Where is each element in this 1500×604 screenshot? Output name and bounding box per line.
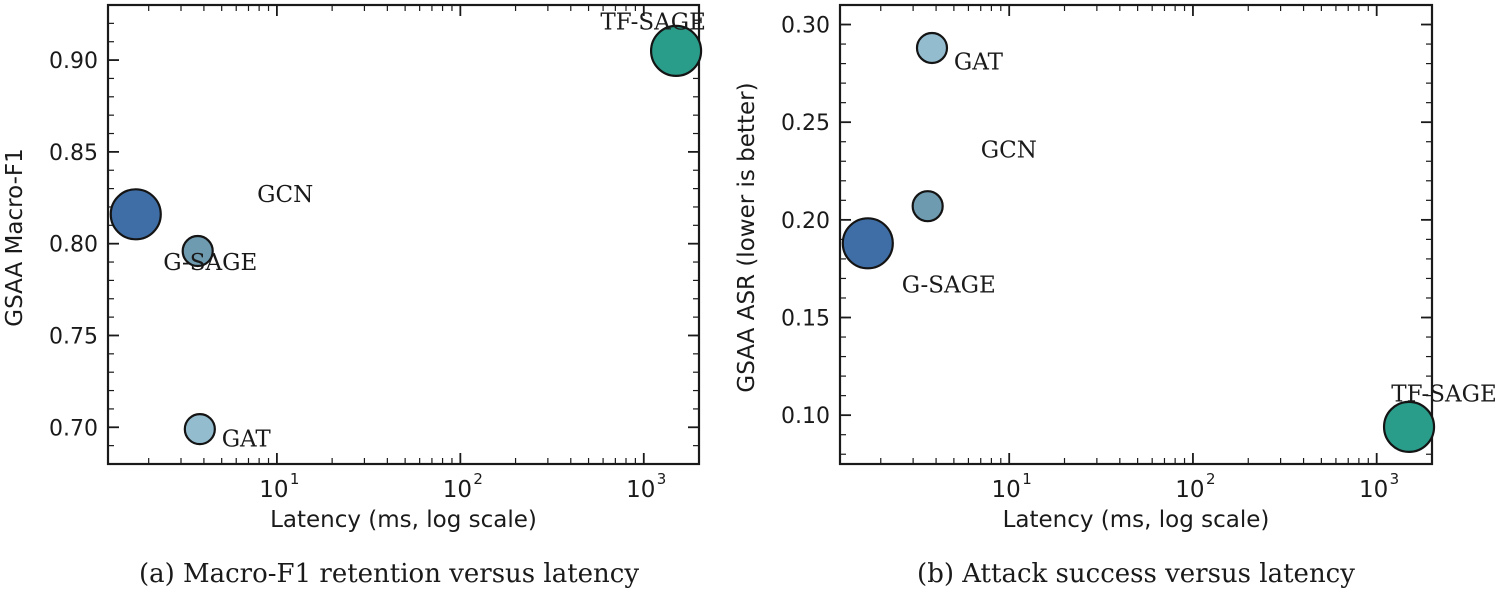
point-label: GCN <box>981 138 1037 164</box>
data-point <box>109 188 162 241</box>
point-label: G-SAGE <box>902 272 996 298</box>
data-point <box>649 24 703 78</box>
data-point <box>181 234 214 268</box>
y-tick-label: 0.90 <box>49 49 98 74</box>
y-tick-label: 0.15 <box>781 307 830 332</box>
plot-frame <box>106 3 701 466</box>
plot-frame <box>838 3 1434 466</box>
y-axis-label: GSAA Macro-F1 <box>2 148 28 326</box>
x-tick-exponent: 2 <box>473 470 483 488</box>
x-tick-label: 10 <box>992 477 1021 503</box>
y-tick-label: 0.10 <box>781 404 830 429</box>
data-point <box>841 217 894 270</box>
y-axis-label: GSAA ASR (lower is better) <box>734 82 760 392</box>
point-label: G-SAGE <box>163 250 257 276</box>
data-point <box>1382 400 1436 453</box>
point-label: GCN <box>257 182 313 208</box>
x-axis-label: Latency (ms, log scale) <box>270 507 537 533</box>
panel-caption: (b) Attack success versus latency <box>917 559 1355 589</box>
point-label: GAT <box>222 426 272 452</box>
point-label: GAT <box>954 50 1004 76</box>
y-tick-label: 0.20 <box>781 209 830 234</box>
panel-caption: (a) Macro-F1 retention versus latency <box>139 559 639 589</box>
y-tick-label: 0.25 <box>781 111 830 136</box>
y-tick-label: 0.70 <box>49 416 98 441</box>
data-point <box>183 413 216 446</box>
x-tick-exponent: 1 <box>1022 470 1032 488</box>
chart-panel-a: 10 1 10 2 10 30.700.750.800.850.90GCNG-SAGEGA… <box>2 3 706 589</box>
point-label: TF-SAGE <box>600 10 706 36</box>
chart-panel-b: 10 1 10 2 10 30.100.150.200.250.30GATGCNG-SAG… <box>734 3 1497 589</box>
x-tick-label: 10 <box>259 477 288 503</box>
y-tick-label: 0.85 <box>49 141 98 166</box>
y-tick-label: 0.30 <box>781 14 830 39</box>
x-axis-label: Latency (ms, log scale) <box>1003 507 1270 533</box>
y-tick-label: 0.80 <box>49 233 98 258</box>
x-tick-exponent: 2 <box>1206 470 1216 488</box>
x-tick-exponent: 3 <box>1390 470 1400 488</box>
y-tick-label: 0.75 <box>49 324 98 349</box>
x-tick-label: 10 <box>626 477 655 503</box>
data-point <box>915 31 949 65</box>
x-tick-label: 10 <box>1359 477 1388 503</box>
x-tick-exponent: 1 <box>290 470 300 488</box>
x-tick-label: 10 <box>443 477 472 503</box>
data-point <box>911 190 944 223</box>
x-tick-exponent: 3 <box>657 470 667 488</box>
point-label: TF-SAGE <box>1391 382 1497 408</box>
x-tick-label: 10 <box>1175 477 1204 503</box>
